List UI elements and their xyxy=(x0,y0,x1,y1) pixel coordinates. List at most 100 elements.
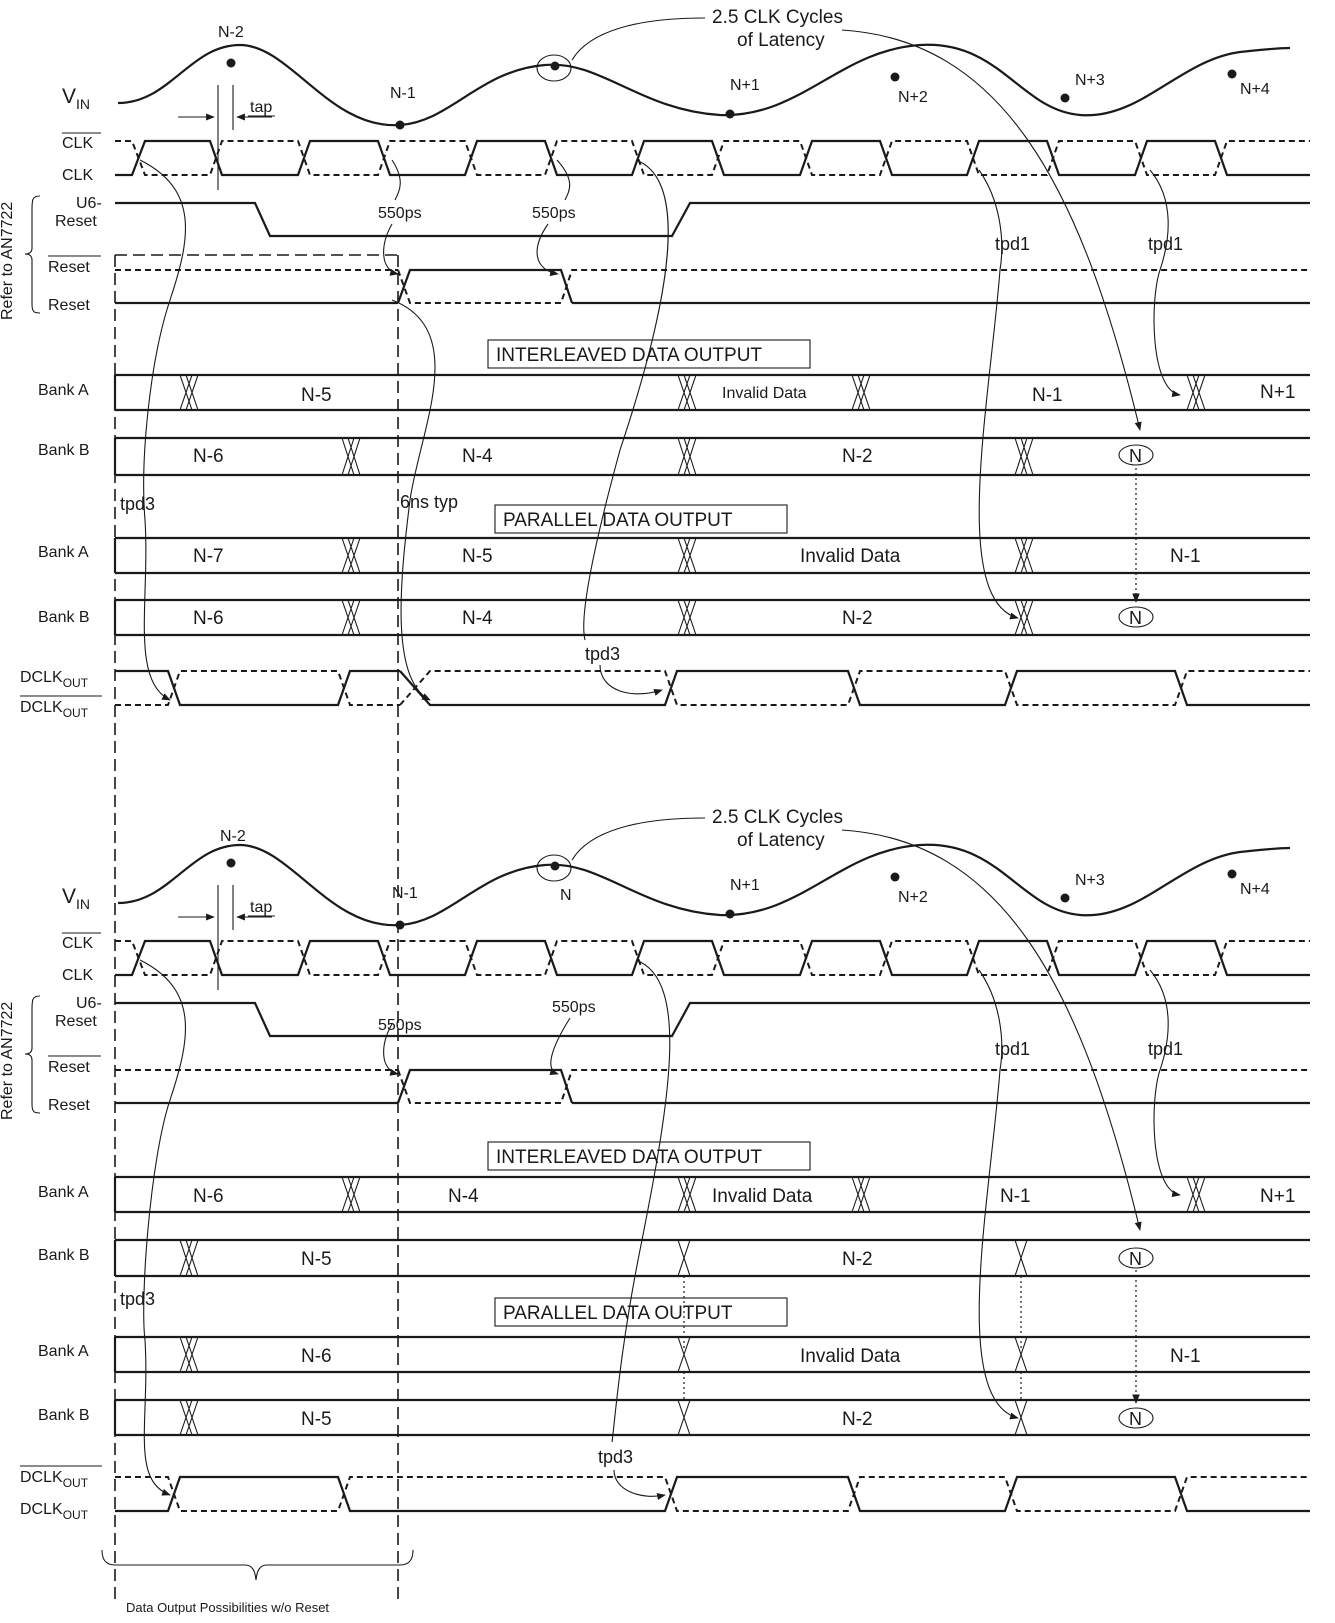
svg-text:N-5: N-5 xyxy=(462,546,493,567)
svg-text:CLK: CLK xyxy=(62,135,93,152)
sample-label-n+3: N+3 xyxy=(1075,72,1105,89)
reset-group: Refer to AN7722 U6- Reset Reset Reset 55… xyxy=(0,159,1310,320)
svg-text:N-1: N-1 xyxy=(1170,1346,1201,1367)
svg-text:Bank B: Bank B xyxy=(38,1407,90,1424)
vin-row: VIN N-2 N-1 N N+1 N+2 N+3 N+4 tap 2.5 CL… xyxy=(62,807,1291,1231)
svg-text:N+1: N+1 xyxy=(1260,1186,1295,1207)
svg-text:Reset: Reset xyxy=(48,259,90,276)
vin-label: VIN xyxy=(62,885,90,912)
parallel-header-box xyxy=(494,504,788,534)
latency-annotation: 2.5 CLK Cycles of Latency xyxy=(571,7,1142,431)
side-label: Refer to AN7722 xyxy=(0,202,16,320)
delay-550ps: 550ps xyxy=(378,205,422,222)
sample-label-n+4: N+4 xyxy=(1240,81,1270,98)
vin-waveform xyxy=(117,43,1291,127)
sample-dot xyxy=(1060,93,1070,103)
sample-label-n-1: N-1 xyxy=(390,85,416,102)
sample-label-n-2: N-2 xyxy=(218,24,244,41)
svg-text:DCLKOUT: DCLKOUT xyxy=(20,699,89,720)
svg-text:N-6: N-6 xyxy=(301,1346,332,1367)
svg-text:DCLKOUT: DCLKOUT xyxy=(20,1501,89,1522)
svg-text:N+2: N+2 xyxy=(898,889,928,906)
svg-text:N-6: N-6 xyxy=(193,446,224,467)
reset-group: Refer to AN7722 U6- Reset Reset Reset 55… xyxy=(0,995,1310,1120)
dclk-row: DCLKOUT DCLKOUT tpd3 xyxy=(20,959,1310,1522)
vin-row: VIN N-2 N-1 N+1 N+2 N+3 N+4 xyxy=(62,7,1291,431)
svg-text:Bank B: Bank B xyxy=(38,442,90,459)
vin-waveform xyxy=(117,843,1291,927)
svg-text:N+1: N+1 xyxy=(730,877,760,894)
svg-text:N-2: N-2 xyxy=(220,828,246,845)
latency-circle xyxy=(536,54,572,82)
bottom-brace: Data Output Possibilities w/o Reset xyxy=(101,1549,414,1615)
clk-row: CLK CLK xyxy=(62,132,1310,184)
sample-dot xyxy=(395,120,405,130)
svg-text:of Latency: of Latency xyxy=(737,30,825,51)
delay-550ps: 550ps xyxy=(532,205,576,222)
clk-row: CLK CLK xyxy=(62,932,1310,984)
svg-text:N-2: N-2 xyxy=(842,1409,873,1430)
u6-reset-waveform xyxy=(115,201,1310,238)
svg-text:Invalid Data: Invalid Data xyxy=(722,385,807,402)
svg-text:N-2: N-2 xyxy=(842,446,873,467)
interleaved-section: INTERLEAVED DATA OUTPUT Bank A N-6 N-4 I… xyxy=(38,969,1310,1404)
svg-text:N-1: N-1 xyxy=(1170,546,1201,567)
svg-text:N+3: N+3 xyxy=(1075,872,1105,889)
svg-text:U6-: U6- xyxy=(76,195,102,212)
svg-text:Reset: Reset xyxy=(55,213,97,230)
svg-text:6ns typ: 6ns typ xyxy=(400,492,458,512)
svg-text:Bank A: Bank A xyxy=(38,1343,89,1360)
vin-label: VIN xyxy=(62,85,90,112)
parallel-header: PARALLEL DATA OUTPUT xyxy=(503,510,733,531)
svg-text:Reset: Reset xyxy=(48,1059,90,1076)
svg-text:PARALLEL DATA OUTPUT: PARALLEL DATA OUTPUT xyxy=(503,1303,733,1324)
svg-text:N-1: N-1 xyxy=(1000,1186,1031,1207)
svg-text:tpd3: tpd3 xyxy=(120,1289,155,1309)
svg-text:tpd3: tpd3 xyxy=(585,644,620,664)
svg-text:Reset: Reset xyxy=(48,1097,90,1114)
svg-text:Reset: Reset xyxy=(48,297,90,314)
svg-text:of Latency: of Latency xyxy=(737,830,825,851)
timing-panel-1: VIN N-2 N-1 N+1 N+2 N+3 N+4 xyxy=(0,7,1310,720)
svg-text:N: N xyxy=(1129,446,1142,466)
svg-text:CLK: CLK xyxy=(62,935,93,952)
svg-text:DCLKOUT: DCLKOUT xyxy=(20,1469,89,1490)
dclk-row: DCLKOUT DCLKOUT tpd3 xyxy=(20,159,1310,720)
svg-text:Bank B: Bank B xyxy=(38,609,90,626)
svg-text:Invalid Data: Invalid Data xyxy=(800,1346,901,1367)
svg-text:tap: tap xyxy=(250,899,272,916)
svg-text:Reset: Reset xyxy=(55,1013,97,1030)
svg-text:N-2: N-2 xyxy=(842,608,873,629)
svg-text:N: N xyxy=(1129,608,1142,628)
svg-text:2.5 CLK Cycles: 2.5 CLK Cycles xyxy=(712,7,843,28)
svg-text:Bank A: Bank A xyxy=(38,382,89,399)
sample-dot xyxy=(890,72,900,82)
svg-text:N-5: N-5 xyxy=(301,385,332,406)
interleaved-header-box xyxy=(487,339,811,369)
svg-text:N-7: N-7 xyxy=(193,546,224,567)
svg-text:Bank B: Bank B xyxy=(38,1247,90,1264)
svg-text:N: N xyxy=(1129,1409,1142,1429)
svg-text:N-6: N-6 xyxy=(193,1186,224,1207)
svg-text:tpd1: tpd1 xyxy=(995,1039,1030,1059)
sample-dot xyxy=(550,61,560,71)
tap-marker: tap xyxy=(178,85,275,190)
svg-text:CLK: CLK xyxy=(62,167,93,184)
svg-text:DCLKOUT: DCLKOUT xyxy=(20,669,89,690)
svg-text:Invalid Data: Invalid Data xyxy=(712,1186,813,1207)
svg-text:N-2: N-2 xyxy=(842,1249,873,1270)
svg-text:INTERLEAVED DATA OUTPUT: INTERLEAVED DATA OUTPUT xyxy=(496,1147,762,1168)
svg-text:N-1: N-1 xyxy=(392,885,418,902)
svg-text:Refer to AN7722: Refer to AN7722 xyxy=(0,1002,16,1120)
svg-text:N: N xyxy=(1129,1249,1142,1269)
tap-label: tap xyxy=(250,99,272,116)
timing-panel-2: VIN N-2 N-1 N N+1 N+2 N+3 N+4 tap 2.5 CL… xyxy=(0,807,1310,1615)
svg-text:Invalid Data: Invalid Data xyxy=(800,546,901,567)
svg-text:550ps: 550ps xyxy=(378,1017,422,1034)
brace-caption: Data Output Possibilities w/o Reset xyxy=(126,1600,329,1615)
svg-text:Bank A: Bank A xyxy=(38,1184,89,1201)
svg-text:tpd3: tpd3 xyxy=(598,1447,633,1467)
svg-text:N-1: N-1 xyxy=(1032,385,1063,406)
svg-text:N-4: N-4 xyxy=(448,1186,479,1207)
svg-text:tpd1: tpd1 xyxy=(1148,234,1183,254)
